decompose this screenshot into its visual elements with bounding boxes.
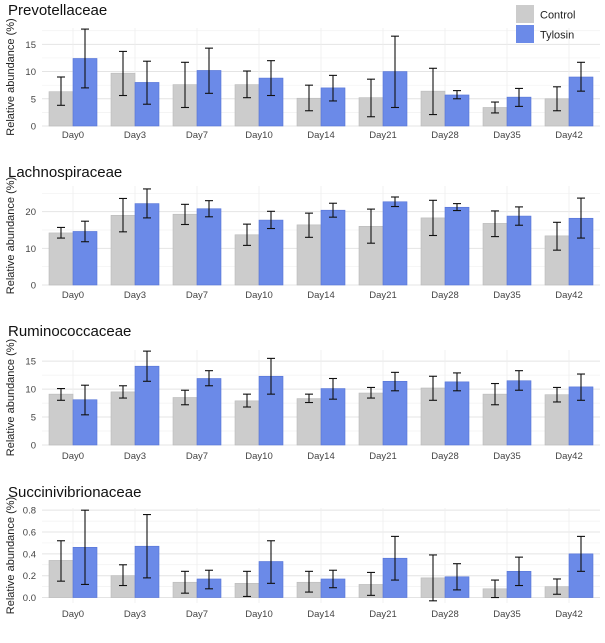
x-tick-label: Day28 [431, 290, 458, 301]
y-axis-label: Relative abundance (%) [5, 18, 17, 135]
panel-title: Prevotellaceae [8, 2, 107, 19]
panel-ruminococcaceae: Ruminococcaceae 0 5 10 15 Relative abundance … [5, 323, 600, 462]
panel-prevotellaceae: Prevotellaceae 0 5 10 15 Relative abundance (… [5, 2, 600, 141]
y-axis-label: Relative abundance (%) [5, 177, 17, 294]
bar-tylosin [506, 215, 532, 286]
x-tick-label: Day10 [245, 130, 272, 141]
y-tick-label: 0.4 [23, 549, 36, 560]
x-tick-label: Day28 [431, 609, 458, 620]
bar-control [110, 391, 136, 446]
x-tick-label: Day10 [245, 290, 272, 301]
x-tick-label: Day21 [369, 609, 396, 620]
x-tick-label: Day14 [307, 451, 334, 462]
y-tick-label: 5 [31, 94, 36, 105]
x-tick-label: Day3 [124, 609, 146, 620]
y-tick-label: 5 [31, 413, 36, 424]
bar-tylosin [506, 380, 532, 446]
y-tick-label: 10 [25, 244, 36, 255]
y-axis-label: Relative abundance (%) [5, 339, 17, 456]
x-tick-label: Day3 [124, 130, 146, 141]
y-tick-label: 0 [31, 281, 36, 292]
y-tick-label: 0.2 [23, 571, 36, 582]
y-tick-label: 0.0 [23, 593, 36, 604]
legend-swatch-control [516, 5, 534, 23]
bar-tylosin [258, 219, 284, 286]
y-tick-label: 10 [25, 385, 36, 396]
y-tick-label: 0 [31, 122, 36, 133]
y-tick-label: 20 [25, 207, 36, 218]
bar-tylosin [568, 386, 594, 446]
x-tick-label: Day28 [431, 451, 458, 462]
panel-title: Lachnospiraceae [8, 164, 122, 181]
x-tick-label: Day28 [431, 130, 458, 141]
x-tick-label: Day10 [245, 609, 272, 620]
bar-control [544, 394, 570, 446]
legend: Control Tylosin [516, 5, 575, 43]
x-tick-label: Day0 [62, 130, 84, 141]
x-tick-label: Day3 [124, 451, 146, 462]
panel-succinivibrionaceae: Succinivibrionaceae 0.0 0.2 0.4 0.6 0.8 Relati… [5, 484, 600, 620]
bar-tylosin [320, 209, 346, 286]
x-tick-label: Day21 [369, 130, 396, 141]
panel-title: Succinivibrionaceae [8, 484, 141, 501]
x-tick-label: Day35 [493, 609, 520, 620]
x-tick-label: Day3 [124, 290, 146, 301]
y-tick-label: 0 [31, 441, 36, 452]
bar-tylosin [444, 94, 470, 127]
x-tick-label: Day14 [307, 609, 334, 620]
bar-tylosin [196, 378, 222, 446]
bar-control [48, 393, 74, 446]
y-tick-label: 15 [25, 40, 36, 51]
x-tick-label: Day21 [369, 290, 396, 301]
bar-control [48, 232, 74, 286]
y-axis-label: Relative abundance (%) [5, 497, 17, 614]
bar-control [172, 397, 198, 446]
x-tick-label: Day14 [307, 290, 334, 301]
bar-tylosin [196, 208, 222, 286]
y-tick-label: 10 [25, 67, 36, 78]
x-tick-label: Day42 [555, 451, 582, 462]
chart-panels: Prevotellaceae 0 5 10 15 Relative abundance (… [5, 2, 600, 620]
panel-lachnospiraceae: Lachnospiraceae 0 10 20 Relative abundance (… [5, 164, 600, 301]
x-tick-label: Day7 [186, 130, 208, 141]
x-tick-label: Day35 [493, 130, 520, 141]
bar-tylosin [444, 206, 470, 286]
x-tick-label: Day0 [62, 290, 84, 301]
y-tick-label: 15 [25, 357, 36, 368]
x-tick-label: Day0 [62, 451, 84, 462]
x-tick-label: Day35 [493, 451, 520, 462]
panel-title: Ruminococcaceae [8, 323, 131, 340]
x-tick-label: Day10 [245, 451, 272, 462]
bar-tylosin [444, 381, 470, 446]
bar-control [296, 398, 322, 446]
x-tick-label: Day42 [555, 609, 582, 620]
legend-label-tylosin: Tylosin [540, 30, 574, 42]
x-tick-label: Day7 [186, 290, 208, 301]
x-tick-label: Day35 [493, 290, 520, 301]
bar-control [358, 392, 384, 446]
x-tick-label: Day0 [62, 609, 84, 620]
y-tick-label: 0.8 [23, 506, 36, 517]
bar-control [172, 213, 198, 286]
legend-swatch-tylosin [516, 25, 534, 43]
y-tick-label: 0.6 [23, 528, 36, 539]
x-tick-label: Day42 [555, 290, 582, 301]
x-tick-label: Day14 [307, 130, 334, 141]
x-tick-label: Day42 [555, 130, 582, 141]
bar-tylosin [382, 201, 408, 286]
legend-label-control: Control [540, 10, 575, 22]
x-tick-label: Day7 [186, 609, 208, 620]
x-tick-label: Day7 [186, 451, 208, 462]
x-tick-label: Day21 [369, 451, 396, 462]
